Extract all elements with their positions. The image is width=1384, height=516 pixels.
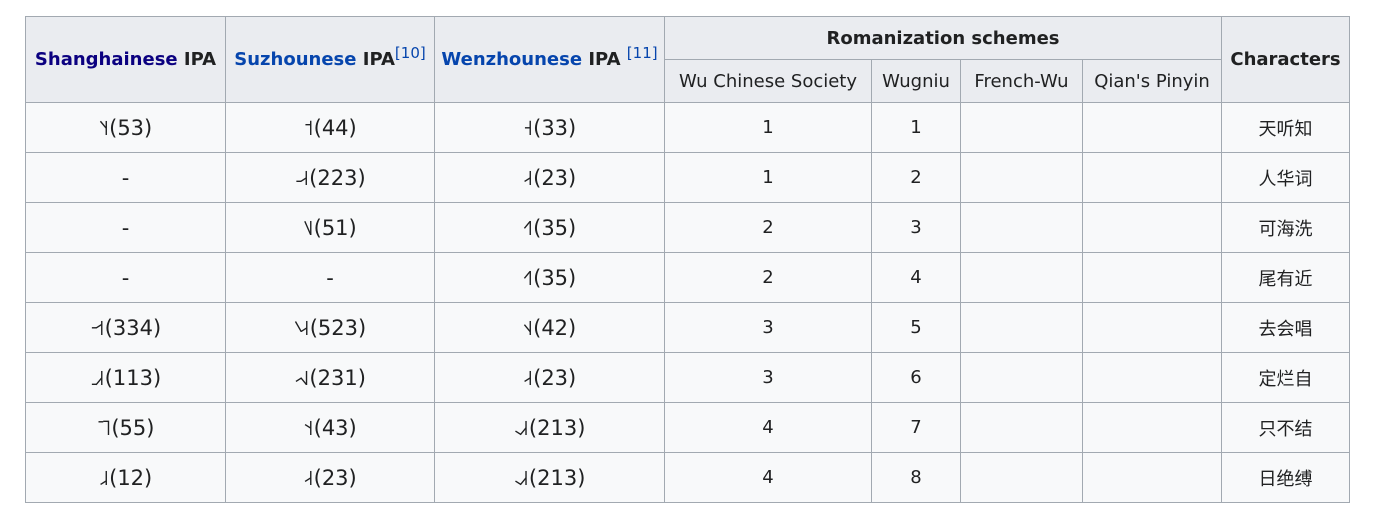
cell-wu-chinese-society: 1 [664,152,872,203]
cell-wugniu: 3 [871,202,961,253]
cell-wugniu: 7 [871,402,961,453]
cell-characters: 去会唱 [1221,302,1350,353]
cell-wu-chinese-society: 3 [664,302,872,353]
cell-characters: 只不结 [1221,402,1350,453]
reference-10-link[interactable]: [10] [394,44,426,62]
header-wu-chinese-society: Wu Chinese Society [664,59,872,103]
reference-11-link[interactable]: [11] [626,44,658,62]
cell-characters: 日绝缚 [1221,452,1350,503]
cell-suzhounese: ˥˩(51) [225,202,435,253]
cell-french-wu [960,352,1083,403]
cell-wenzhounese: ˦˨(42) [434,302,665,353]
table-row: - - ˧˥(35) 2 4 尾有近 [25,252,1350,303]
cell-french-wu [960,252,1083,303]
cell-wu-chinese-society: 1 [664,102,872,153]
cell-shanghainese: ˩˨(12) [25,452,226,503]
cell-qians-pinyin [1082,302,1222,353]
cell-french-wu [960,152,1083,203]
cell-shanghainese: - [25,152,226,203]
header-romanization-schemes: Romanization schemes [664,16,1222,60]
cell-suzhounese: - [225,252,435,303]
cell-wenzhounese: ˨˩˧(213) [434,402,665,453]
cell-wugniu: 2 [871,152,961,203]
cell-french-wu [960,102,1083,153]
table-row: ˥˧(53) ˦(44) ˧(33) 1 1 天听知 [25,102,1350,153]
cell-suzhounese: ˨˧˩(231) [225,352,435,403]
cell-wenzhounese: ˨˧(23) [434,352,665,403]
table-row: ˥˥(55) ˦˧(43) ˨˩˧(213) 4 7 只不结 [25,402,1350,453]
header-french-wu: French-Wu [960,59,1083,103]
cell-shanghainese: - [25,252,226,303]
ipa-label: IPA [588,49,621,70]
cell-characters: 尾有近 [1221,252,1350,303]
cell-wu-chinese-society: 2 [664,202,872,253]
cell-french-wu [960,302,1083,353]
cell-qians-pinyin [1082,102,1222,153]
cell-shanghainese: ˧˧˦(334) [25,302,226,353]
header-qians-pinyin: Qian's Pinyin [1082,59,1222,103]
table-row: ˩˩˧(113) ˨˧˩(231) ˨˧(23) 3 6 定烂自 [25,352,1350,403]
cell-wenzhounese: ˧(33) [434,102,665,153]
cell-french-wu [960,452,1083,503]
cell-wenzhounese: ˨˩˧(213) [434,452,665,503]
cell-qians-pinyin [1082,152,1222,203]
cell-suzhounese: ˦(44) [225,102,435,153]
header-wenzhounese-ipa: Wenzhounese IPA [11] [434,16,665,103]
cell-wugniu: 6 [871,352,961,403]
cell-qians-pinyin [1082,352,1222,403]
cell-wugniu: 1 [871,102,961,153]
cell-wugniu: 5 [871,302,961,353]
table-row: - ˨˨˧(223) ˨˧(23) 1 2 人华词 [25,152,1350,203]
table-row: ˧˧˦(334) ˥˨˧(523) ˦˨(42) 3 5 去会唱 [25,302,1350,353]
table-row: ˩˨(12) ˨˧(23) ˨˩˧(213) 4 8 日绝缚 [25,452,1350,503]
header-row-top: Shanghainese IPA Suzhounese IPA[10] Wenz… [25,16,1350,103]
cell-qians-pinyin [1082,402,1222,453]
cell-suzhounese: ˨˧(23) [225,452,435,503]
header-row-sub: Wu Chinese Society Wugniu French-Wu Qian… [26,59,1350,103]
cell-french-wu [960,202,1083,253]
cell-characters: 定烂自 [1221,352,1350,403]
cell-wugniu: 8 [871,452,961,503]
cell-shanghainese: ˥˧(53) [25,102,226,153]
cell-characters: 天听知 [1221,102,1350,153]
cell-french-wu [960,402,1083,453]
cell-qians-pinyin [1082,202,1222,253]
table-row: - ˥˩(51) ˧˥(35) 2 3 可海洗 [25,202,1350,253]
header-wugniu: Wugniu [871,59,961,103]
cell-shanghainese: - [25,202,226,253]
cell-wu-chinese-society: 4 [664,402,872,453]
suzhounese-link[interactable]: Suzhounese [234,49,357,70]
cell-suzhounese: ˦˧(43) [225,402,435,453]
cell-shanghainese: ˩˩˧(113) [25,352,226,403]
cell-wu-chinese-society: 3 [664,352,872,403]
cell-wugniu: 4 [871,252,961,303]
cell-wu-chinese-society: 4 [664,452,872,503]
shanghainese-link[interactable]: Shanghainese [34,49,178,70]
cell-shanghainese: ˥˥(55) [25,402,226,453]
header-shanghainese-ipa: Shanghainese IPA [25,16,226,103]
cell-wenzhounese: ˨˧(23) [434,152,665,203]
header-characters: Characters [1221,16,1350,103]
ipa-label: IPA [183,49,217,70]
cell-qians-pinyin [1082,252,1222,303]
cell-characters: 人华词 [1221,152,1350,203]
cell-wenzhounese: ˧˥(35) [434,202,665,253]
header-suzhounese-ipa: Suzhounese IPA[10] [225,16,435,103]
cell-wu-chinese-society: 2 [664,252,872,303]
cell-wenzhounese: ˧˥(35) [434,252,665,303]
cell-suzhounese: ˨˨˧(223) [225,152,435,203]
cell-qians-pinyin [1082,452,1222,503]
cell-suzhounese: ˥˨˧(523) [225,302,435,353]
cell-characters: 可海洗 [1221,202,1350,253]
wenzhounese-link[interactable]: Wenzhounese [441,49,583,70]
tone-comparison-table: Shanghainese IPA Suzhounese IPA[10] Wenz… [25,16,1350,503]
ipa-label: IPA [362,49,395,70]
